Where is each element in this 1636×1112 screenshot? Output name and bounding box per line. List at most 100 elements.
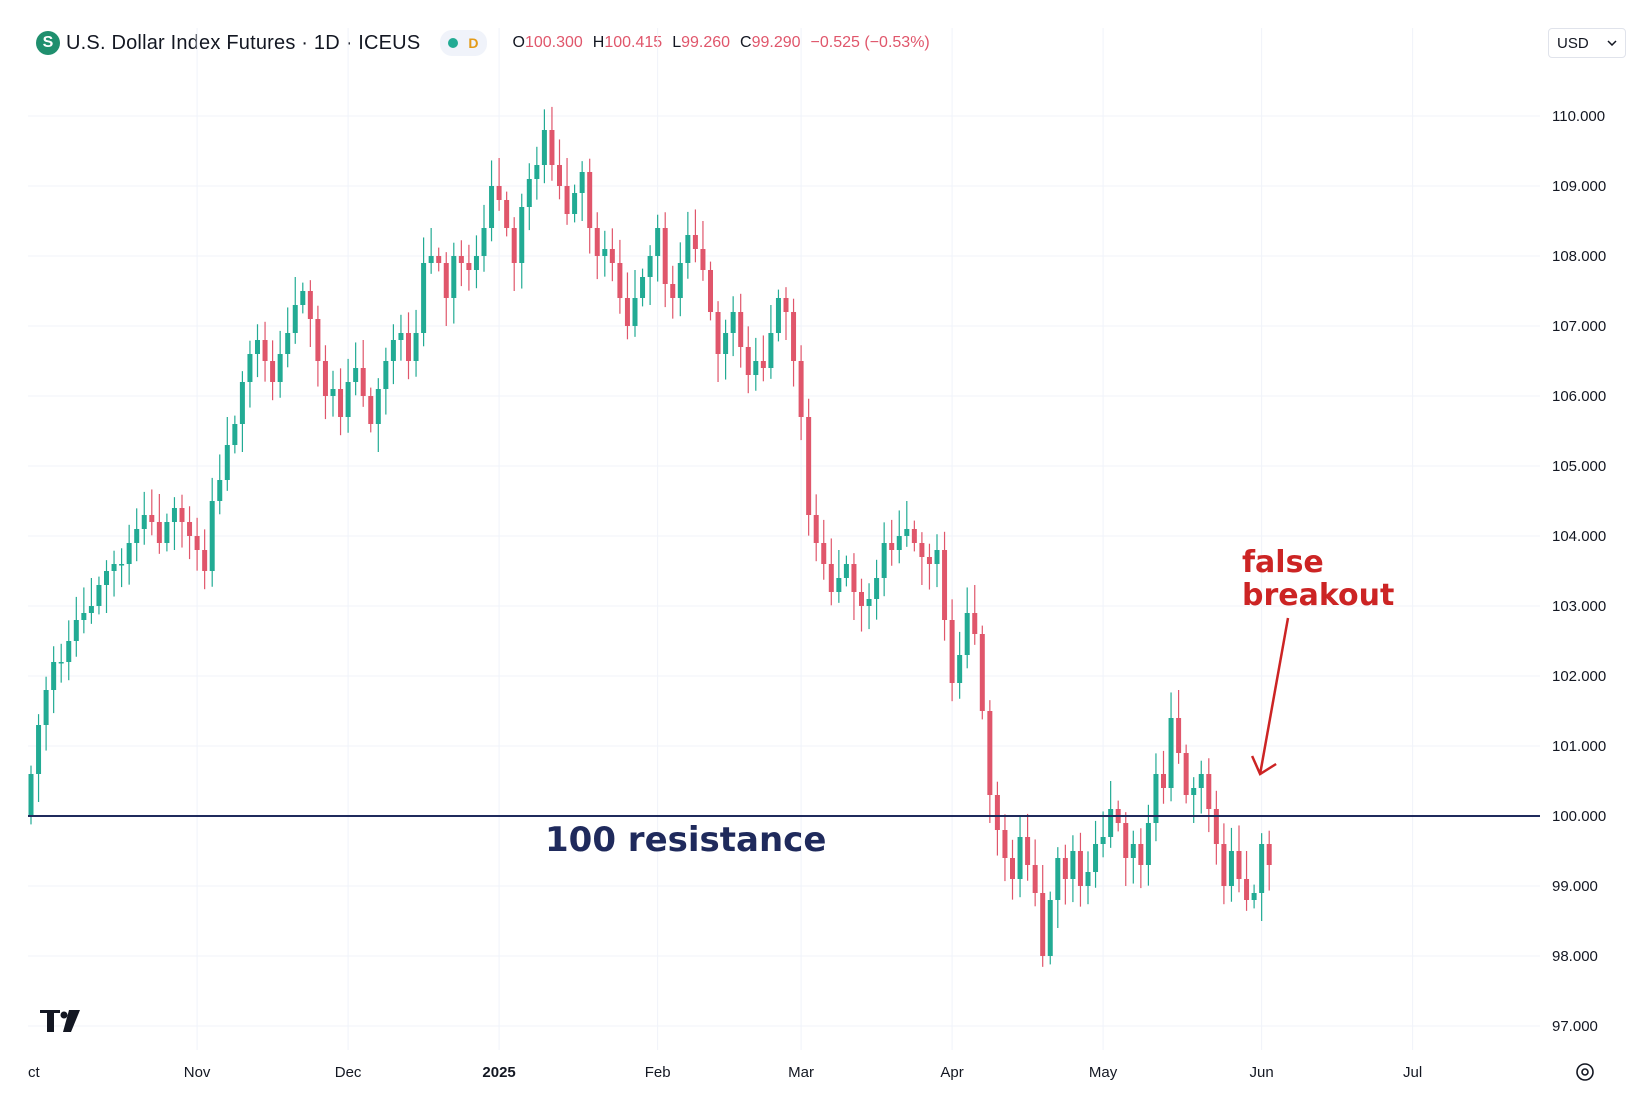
candle bbox=[1010, 839, 1015, 900]
candle bbox=[489, 160, 495, 242]
candle bbox=[1123, 812, 1129, 886]
candle-body bbox=[1002, 830, 1008, 858]
candle-body bbox=[489, 186, 495, 228]
candle bbox=[1100, 811, 1106, 858]
candle bbox=[1168, 692, 1174, 802]
candle-body bbox=[179, 508, 185, 522]
candle-body bbox=[1168, 718, 1174, 788]
candle bbox=[28, 765, 34, 825]
candle-body bbox=[171, 508, 177, 522]
candle-body bbox=[1017, 837, 1023, 879]
candle-body bbox=[760, 361, 766, 368]
candle-body bbox=[594, 228, 600, 256]
candle bbox=[911, 520, 917, 552]
candle-body bbox=[957, 655, 963, 683]
candle bbox=[1017, 816, 1023, 898]
candle bbox=[541, 109, 547, 184]
breakout-label-line2: breakout bbox=[1242, 578, 1394, 613]
candle bbox=[1070, 835, 1076, 903]
candle-body bbox=[753, 361, 759, 375]
currency-select[interactable]: USD bbox=[1548, 28, 1626, 58]
candle bbox=[58, 643, 64, 683]
candle bbox=[1047, 891, 1053, 965]
candle bbox=[979, 625, 985, 720]
candle bbox=[473, 235, 479, 289]
candle-body bbox=[51, 662, 57, 690]
candle-body bbox=[1032, 865, 1038, 893]
candle-body bbox=[383, 361, 389, 389]
breakout-label-line1: false bbox=[1242, 545, 1324, 580]
settings-icon[interactable] bbox=[1576, 1063, 1594, 1081]
candle bbox=[715, 301, 721, 382]
x-tick-label: Nov bbox=[184, 1064, 211, 1081]
candle-body bbox=[564, 186, 570, 214]
candle bbox=[511, 217, 517, 291]
candle-body bbox=[194, 536, 200, 550]
candle bbox=[239, 371, 245, 452]
candle-body bbox=[66, 641, 72, 662]
symbol-logo: S bbox=[36, 31, 60, 55]
y-tick-label: 104.000 bbox=[1552, 528, 1606, 545]
candle-body bbox=[217, 480, 223, 501]
candle bbox=[617, 239, 623, 314]
candle-body bbox=[972, 613, 978, 634]
candle bbox=[300, 282, 306, 314]
candle-body bbox=[473, 256, 479, 270]
candle-body bbox=[149, 515, 155, 522]
candle-body bbox=[511, 228, 517, 263]
candle bbox=[1077, 832, 1083, 907]
candle bbox=[934, 534, 940, 588]
candle bbox=[504, 191, 510, 237]
candle-body bbox=[723, 333, 729, 354]
ohlc-legend: O100.300 H100.415 L99.260 C99.290 −0.525… bbox=[513, 34, 930, 52]
candle bbox=[119, 548, 125, 588]
interval-badge: D bbox=[468, 35, 479, 51]
candle bbox=[156, 494, 162, 554]
candle-body bbox=[1183, 753, 1189, 795]
chart-title[interactable]: U.S. Dollar Index Futures · 1D · ICEUS bbox=[66, 31, 421, 54]
x-tick-label: 2025 bbox=[482, 1064, 515, 1081]
candle bbox=[126, 524, 132, 585]
candle-body bbox=[88, 606, 94, 613]
candle-body bbox=[368, 396, 374, 424]
candle-body bbox=[745, 347, 751, 375]
ohlc-open: O100.300 bbox=[512, 34, 583, 51]
candle bbox=[232, 415, 238, 454]
candle bbox=[1032, 839, 1038, 907]
candle-body bbox=[255, 340, 260, 354]
candle-body bbox=[640, 277, 646, 298]
candle-body bbox=[413, 333, 419, 361]
candle bbox=[496, 158, 502, 211]
candle bbox=[904, 501, 910, 547]
candle-body bbox=[481, 228, 487, 256]
candle bbox=[375, 378, 381, 452]
x-tick-label: ct bbox=[28, 1064, 41, 1081]
candle-body bbox=[602, 249, 608, 256]
status-pill[interactable]: D bbox=[440, 30, 487, 56]
candle bbox=[255, 324, 260, 378]
candle-body bbox=[126, 543, 132, 564]
candle bbox=[353, 342, 359, 396]
candle-body bbox=[43, 690, 49, 725]
candle bbox=[572, 184, 578, 223]
candle bbox=[224, 417, 230, 491]
candle-body bbox=[859, 592, 864, 606]
y-tick-label: 108.000 bbox=[1552, 248, 1606, 265]
candle bbox=[972, 585, 978, 645]
candle bbox=[43, 676, 49, 751]
candle-body bbox=[1251, 893, 1257, 900]
candle-body bbox=[164, 522, 170, 543]
candle-body bbox=[1266, 844, 1272, 865]
candle-body bbox=[655, 228, 661, 256]
candle bbox=[1259, 833, 1265, 921]
y-tick-label: 110.000 bbox=[1552, 108, 1605, 125]
candle-body bbox=[36, 725, 42, 774]
candle bbox=[338, 368, 344, 436]
candle bbox=[881, 522, 887, 597]
candle bbox=[730, 296, 736, 357]
candle bbox=[96, 576, 102, 615]
candle bbox=[1130, 830, 1136, 884]
candle bbox=[292, 277, 298, 344]
candle bbox=[390, 324, 396, 385]
